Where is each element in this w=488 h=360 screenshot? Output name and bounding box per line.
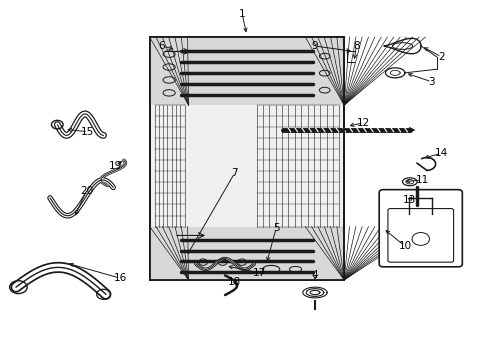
Bar (149, 37, 344, 280)
Text: 3: 3 (427, 77, 434, 87)
Bar (149, 226, 344, 280)
Text: 17: 17 (252, 268, 265, 278)
FancyBboxPatch shape (378, 190, 461, 267)
Text: 11: 11 (414, 175, 427, 185)
Text: 14: 14 (434, 148, 447, 158)
Text: 8: 8 (352, 41, 359, 51)
Text: 18: 18 (228, 277, 241, 287)
Text: 10: 10 (398, 241, 411, 251)
FancyBboxPatch shape (387, 208, 453, 262)
Text: 9: 9 (311, 41, 318, 51)
Text: 19: 19 (109, 161, 122, 171)
Text: 16: 16 (114, 273, 127, 283)
Text: 15: 15 (81, 127, 94, 137)
Text: 5: 5 (272, 223, 279, 233)
Text: 6: 6 (158, 41, 165, 51)
Text: 7: 7 (231, 168, 238, 178)
Text: 20: 20 (80, 186, 93, 196)
Bar (149, 37, 344, 105)
Text: 13: 13 (403, 195, 416, 204)
Bar (149, 37, 344, 280)
Text: 1: 1 (238, 9, 245, 19)
Text: 2: 2 (437, 52, 444, 62)
Text: 4: 4 (311, 270, 318, 280)
Text: 12: 12 (356, 118, 369, 128)
